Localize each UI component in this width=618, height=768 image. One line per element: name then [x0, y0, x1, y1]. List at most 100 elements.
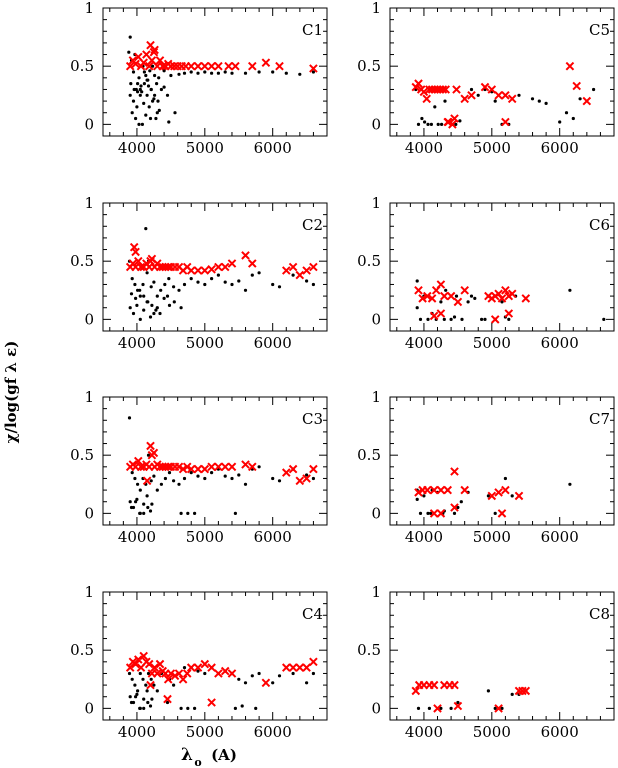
cross-marker	[125, 61, 135, 71]
y-tick-label: 0	[84, 310, 94, 328]
plot-frame	[389, 202, 615, 332]
data-point	[480, 317, 484, 321]
cross-marker	[565, 61, 575, 71]
x-tick-label: 5000	[186, 723, 224, 741]
cross-marker	[288, 464, 298, 474]
data-point	[182, 282, 187, 287]
data-point	[571, 116, 575, 121]
data-point	[142, 70, 146, 74]
data-point	[165, 700, 170, 705]
data-point	[223, 474, 227, 478]
data-point	[558, 120, 562, 124]
x-tick-label: 4000	[405, 723, 443, 741]
data-point	[146, 300, 150, 304]
cross-marker	[227, 259, 237, 268]
data-point	[130, 471, 134, 475]
cross-marker	[453, 297, 463, 307]
cross-marker	[174, 669, 184, 678]
data-point	[439, 706, 443, 711]
data-point	[141, 282, 145, 287]
cross-marker	[193, 663, 203, 672]
cross-marker	[261, 58, 271, 68]
data-point	[210, 71, 214, 75]
data-point	[415, 306, 419, 310]
data-point	[469, 294, 474, 298]
x-tick-label: 4000	[118, 528, 156, 546]
data-point	[172, 300, 176, 304]
cross-marker	[220, 262, 230, 272]
data-point	[460, 317, 464, 321]
data-point	[233, 706, 237, 711]
data-point	[257, 271, 261, 275]
data-point	[436, 122, 440, 126]
data-point	[155, 111, 159, 115]
data-point	[483, 317, 487, 321]
series-crosses	[414, 280, 531, 324]
data-point	[167, 277, 171, 281]
data-point	[169, 73, 173, 78]
cross-marker	[158, 61, 168, 71]
data-point	[179, 306, 183, 310]
x-axis-label: λ o (A)	[181, 745, 237, 768]
cross-marker	[214, 669, 223, 678]
cross-marker	[207, 264, 216, 274]
data-point	[127, 416, 132, 420]
cross-marker	[480, 82, 490, 92]
data-point	[223, 280, 227, 284]
data-point	[135, 105, 139, 109]
cross-marker	[163, 262, 173, 272]
plot-frame	[389, 7, 615, 137]
cross-marker	[247, 462, 257, 472]
data-point	[167, 303, 172, 307]
cross-marker	[142, 476, 152, 486]
data-point	[507, 317, 511, 321]
data-point	[203, 282, 207, 287]
series-crosses	[411, 61, 592, 129]
data-point	[186, 511, 190, 515]
data-point	[243, 71, 248, 75]
cross-marker	[227, 462, 237, 472]
series-crosses	[125, 651, 318, 707]
data-point	[271, 476, 275, 481]
cross-marker	[241, 251, 250, 260]
data-point	[196, 474, 200, 478]
data-point	[305, 473, 309, 477]
data-point	[138, 706, 142, 711]
cross-marker	[309, 64, 318, 73]
cross-marker	[139, 58, 149, 68]
data-point	[237, 677, 241, 681]
cross-marker	[450, 680, 459, 690]
cross-marker	[281, 663, 291, 672]
data-point	[140, 90, 144, 94]
data-point	[127, 671, 132, 676]
cross-marker	[144, 61, 154, 71]
data-point	[167, 471, 172, 475]
data-point	[456, 700, 460, 705]
data-point	[291, 671, 295, 676]
cross-marker	[133, 655, 143, 664]
y-tick-label: 1	[371, 583, 381, 601]
data-point	[420, 116, 424, 121]
cross-marker	[125, 663, 135, 672]
data-point	[454, 122, 458, 126]
cross-marker	[146, 40, 155, 50]
data-point	[132, 87, 136, 92]
data-point	[233, 511, 237, 515]
data-point	[148, 69, 152, 73]
data-point	[163, 282, 167, 287]
x-tick-label: 6000	[541, 139, 579, 157]
data-point	[416, 706, 421, 711]
data-point	[131, 99, 136, 103]
data-point	[144, 113, 148, 117]
data-point	[243, 482, 248, 486]
x-tick-label: 6000	[541, 723, 579, 741]
data-point	[152, 311, 156, 316]
cross-marker	[220, 666, 230, 676]
y-tick-label: 1	[371, 194, 381, 212]
data-point	[449, 706, 453, 711]
data-point	[179, 511, 183, 515]
data-point	[271, 681, 275, 685]
data-point	[172, 479, 176, 483]
cross-marker	[443, 117, 453, 127]
